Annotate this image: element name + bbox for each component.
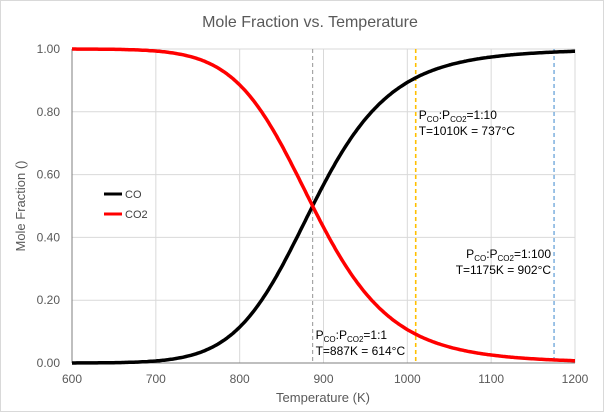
x-tick-label-900: 900 (313, 372, 333, 386)
annotation-part: CO (427, 115, 439, 124)
x-tick-label-1100: 1100 (478, 372, 504, 386)
annotation-temp-1175: T=1175K = 902°C (456, 263, 552, 277)
series-lines (71, 47, 576, 365)
annotation-part: =1:100 (514, 247, 551, 261)
annotation-part: CO2 (498, 254, 515, 263)
annotation-part: P (419, 108, 427, 122)
legend: CO CO2 (104, 189, 148, 221)
x-tick-label-800: 800 (230, 372, 250, 386)
annotation-temp-887: T=887K = 614°C (316, 344, 406, 358)
tick-labels: 600 700 800 900 1000 1100 1200 0.00 0.20 0.40 0.60… (37, 42, 589, 386)
annotation-temp-1010: T=1010K = 737°C (419, 124, 516, 138)
y-tick-label-0.40: 0.40 (37, 230, 61, 244)
series-line-co (71, 49, 576, 365)
y-tick-label-0.60: 0.60 (37, 168, 61, 182)
annotation-part: CO (474, 254, 486, 263)
annotation-part: CO2 (347, 335, 364, 344)
y-tick-label-0.20: 0.20 (37, 293, 61, 307)
x-tick-label-1200: 1200 (562, 372, 589, 386)
annotations: PCO:PCO2=1:1T=887K = 614°CPCO:PCO2=1:10T… (316, 108, 552, 358)
legend-label-co2: CO2 (125, 209, 148, 221)
x-tick-label-1000: 1000 (394, 372, 421, 386)
annotation-part: P (466, 247, 474, 261)
annotation-part: :P (486, 247, 497, 261)
reference-lines (312, 49, 555, 363)
legend-label-co: CO (125, 189, 142, 201)
annotation-part: =1:10 (467, 108, 498, 122)
series-line-co2 (71, 47, 576, 363)
annotation-part: :P (439, 108, 450, 122)
gridlines (72, 48, 576, 363)
annotation-part: P (316, 328, 324, 342)
annotation-ratio-1175: PCO:PCO2=1:100 (466, 247, 551, 263)
x-tick-label-700: 700 (146, 372, 166, 386)
axes (71, 49, 575, 364)
y-tick-label-1.00: 1.00 (37, 42, 61, 56)
annotation-ratio-887: PCO:PCO2=1:1 (316, 328, 388, 344)
annotation-ratio-1010: PCO:PCO2=1:10 (419, 108, 498, 124)
y-tick-label-0.00: 0.00 (37, 356, 61, 370)
annotation-part: =1:1 (363, 328, 387, 342)
annotation-part: CO2 (450, 115, 467, 124)
annotation-part: :P (336, 328, 347, 342)
chart-title: Mole Fraction vs. Temperature (202, 14, 418, 31)
y-axis-label: Mole Fraction () (13, 160, 28, 251)
x-tick-label-600: 600 (62, 372, 82, 386)
y-tick-label-0.80: 0.80 (37, 105, 61, 119)
x-axis-label: Temperature (K) (276, 390, 370, 405)
annotation-part: CO (324, 335, 336, 344)
